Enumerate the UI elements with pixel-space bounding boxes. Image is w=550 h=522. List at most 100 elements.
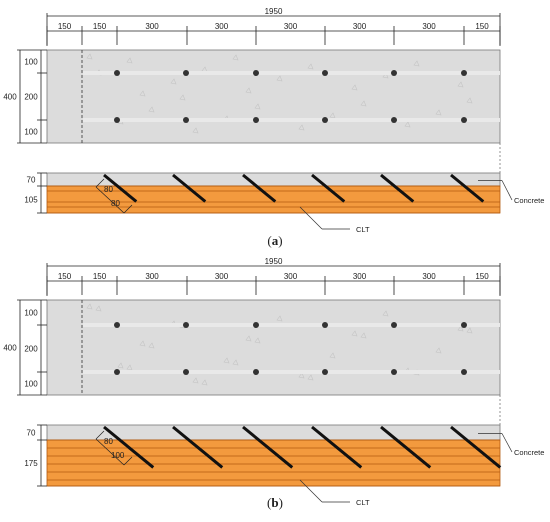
segment-label: 300 — [422, 22, 436, 31]
aggregate-mark — [245, 87, 252, 94]
aggregate-mark — [466, 327, 473, 334]
screw-dim-leader-3 — [123, 204, 133, 214]
aggregate-mark — [298, 372, 305, 379]
segment-label: 150 — [58, 22, 72, 31]
plan-height-label: 400 — [3, 93, 17, 102]
aggregate-mark — [351, 84, 358, 91]
aggregate-mark — [307, 63, 314, 70]
screw-dim-leader-1 — [95, 178, 105, 188]
segment-label: 300 — [353, 272, 367, 281]
segment-label: 150 — [93, 272, 107, 281]
caption-open: ( — [267, 495, 271, 510]
screw-dim-leader-3 — [123, 456, 133, 466]
aggregate-mark — [254, 103, 261, 110]
aggregate-mark — [329, 352, 336, 359]
screw-head-dot — [461, 322, 467, 328]
screw-head-dot — [461, 369, 467, 375]
inclined-screw — [172, 425, 224, 469]
aggregate-mark — [232, 359, 239, 366]
segment-label: 300 — [422, 272, 436, 281]
segment-label: 300 — [284, 22, 298, 31]
aggregate-mark — [360, 332, 367, 339]
rebar-band — [83, 370, 500, 374]
screw-head-dot — [183, 369, 189, 375]
aggregate-mark — [86, 303, 93, 310]
clt-thickness-label: 105 — [24, 196, 38, 205]
aggregate-mark — [192, 127, 199, 134]
aggregate-mark — [435, 347, 442, 354]
inclined-screw — [103, 173, 138, 203]
caption-letter: b — [271, 495, 278, 510]
aggregate-mark — [192, 377, 199, 384]
concrete-label: Concrete — [514, 448, 544, 457]
inclined-screw — [103, 425, 155, 469]
screw-head-dot — [391, 369, 397, 375]
segment-label: 150 — [475, 22, 489, 31]
screw-head-dot — [114, 322, 120, 328]
screw-head-dot — [253, 117, 259, 123]
segment-label: 150 — [93, 22, 107, 31]
screw-head-dot — [391, 117, 397, 123]
inclined-screw — [311, 425, 363, 469]
caption-open: ( — [267, 233, 271, 248]
screw-head-dot — [183, 322, 189, 328]
aggregate-mark — [329, 112, 336, 119]
plan-row-label: 100 — [24, 309, 38, 318]
segment-label: 300 — [353, 22, 367, 31]
total-width-label: 1950 — [265, 257, 283, 266]
screw-head-dot — [114, 70, 120, 76]
aggregate-mark — [223, 357, 230, 364]
screw-head-dot — [253, 70, 259, 76]
aggregate-mark — [170, 78, 177, 85]
aggregate-mark — [457, 325, 464, 332]
plan-row-label: 100 — [24, 128, 38, 137]
plan-concrete-slab — [46, 49, 501, 144]
screw-dim-2-label: 100 — [111, 451, 125, 460]
screw-head-dot — [253, 322, 259, 328]
segment-label: 150 — [475, 272, 489, 281]
screw-head-dot — [322, 117, 328, 123]
aggregate-mark — [254, 337, 261, 344]
aggregate-mark — [139, 340, 146, 347]
caption-close: ) — [278, 233, 282, 248]
screw-dim-leader-2 — [95, 438, 125, 466]
aggregate-mark — [179, 94, 186, 101]
inclined-screw — [242, 173, 277, 203]
aggregate-mark — [382, 310, 389, 317]
panel-b: 1950 150 150 300 300 300 300 300 150 400 100 200 100… — [3, 257, 544, 510]
concrete-label: Concrete — [514, 196, 544, 205]
inclined-screw — [172, 173, 207, 203]
section-clt-layer — [46, 439, 501, 487]
concrete-leader-b — [501, 180, 513, 201]
aggregate-mark — [148, 342, 155, 349]
aggregate-mark — [298, 124, 305, 131]
screw-head-dot — [322, 70, 328, 76]
plan-row-label: 100 — [24, 58, 38, 67]
screw-dim-leader-2 — [95, 186, 125, 214]
screw-head-dot — [183, 70, 189, 76]
panel-a: 1950 150 150 300 300 300 300 300 150 400 100 200 100… — [3, 7, 544, 248]
screw-head-dot — [391, 70, 397, 76]
screw-head-dot — [322, 322, 328, 328]
concrete-leader-b — [501, 433, 513, 453]
screw-head-dot — [461, 117, 467, 123]
clt-thickness-label: 175 — [24, 459, 38, 468]
aggregate-mark — [148, 106, 155, 113]
plan-row-label: 200 — [24, 345, 38, 354]
aggregate-mark — [276, 315, 283, 322]
caption-letter: a — [272, 233, 279, 248]
aggregate-mark — [117, 362, 124, 369]
clt-label: CLT — [356, 498, 370, 507]
aggregate-mark — [245, 335, 252, 342]
aggregate-mark — [126, 364, 133, 371]
aggregate-mark — [139, 90, 146, 97]
screw-dim-1-label: 80 — [104, 185, 113, 194]
screw-dim-1-label: 80 — [104, 437, 113, 446]
screw-dim-2-label: 80 — [111, 199, 120, 208]
inclined-screw — [380, 425, 432, 469]
aggregate-mark — [276, 75, 283, 82]
screw-head-dot — [114, 369, 120, 375]
screw-head-dot — [461, 70, 467, 76]
